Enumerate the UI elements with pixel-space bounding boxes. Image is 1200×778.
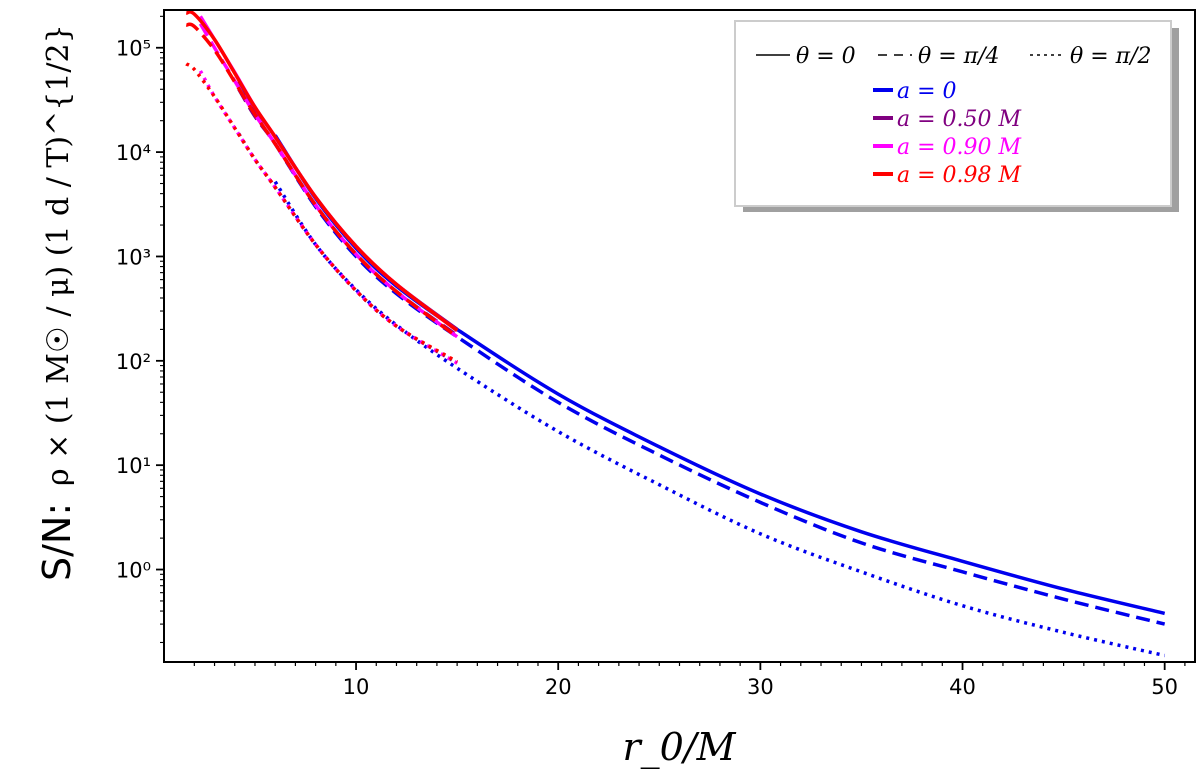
x-tick-label: 30 [747, 675, 774, 699]
x-tick-label: 50 [1151, 675, 1178, 699]
series-line-12 [185, 62, 459, 364]
axes-layer: 10 20 30 40 50 10⁰ 10¹ 10² 10³ 10⁴ 10⁵ [116, 15, 1186, 699]
y-axis-label: S/N: ρ × (1 M☉ / μ) (1 d / T)^{1/2} [35, 24, 79, 581]
x-axis-label: r_0/M [622, 725, 736, 770]
y-tick-label: 10⁰ [116, 559, 151, 583]
y-tick-label: 10² [116, 350, 151, 374]
legend-spin-label: a = 0.98 M [897, 163, 1022, 188]
y-tick-label: 10⁵ [116, 37, 151, 61]
series-line-7 [198, 15, 459, 332]
legend-style-label: θ = π/2 [1070, 44, 1152, 69]
series-line-10 [185, 10, 459, 332]
series-line-2 [273, 142, 1166, 626]
x-tick-label: 10 [343, 675, 370, 699]
x-tick-label: 40 [949, 675, 976, 699]
y-axis-label-prefix: S/N: [35, 503, 79, 581]
series-line-8 [198, 22, 459, 339]
y-axis-label-expression: ρ × (1 M☉ / μ) (1 d / T)^{1/2} [41, 24, 76, 486]
series-line-11 [185, 22, 459, 339]
legend-style-label: θ = π/4 [918, 44, 1000, 69]
legend-box [734, 20, 1172, 207]
series-line-5 [237, 88, 459, 337]
y-tick-label: 10³ [116, 245, 151, 269]
series-line-3 [273, 180, 1166, 658]
legend-spin-label: a = 0.90 M [897, 135, 1022, 160]
y-tick-label: 10¹ [116, 454, 151, 478]
x-tick-label: 20 [545, 675, 572, 699]
series-layer [185, 10, 1166, 658]
legend-style-row: θ = 0 θ = π/4 θ = π/2 [756, 44, 1152, 69]
legend-spin-rows: a = 0 a = 0.50 M a = 0.90 M a = 0.98 M [873, 79, 1022, 188]
series-line-4 [237, 80, 459, 331]
legend-spin-label: a = 0 [897, 79, 957, 104]
legend-style-label: θ = 0 [796, 44, 856, 69]
legend-spin-label: a = 0.50 M [897, 107, 1022, 132]
y-tick-label: 10⁴ [116, 141, 151, 165]
